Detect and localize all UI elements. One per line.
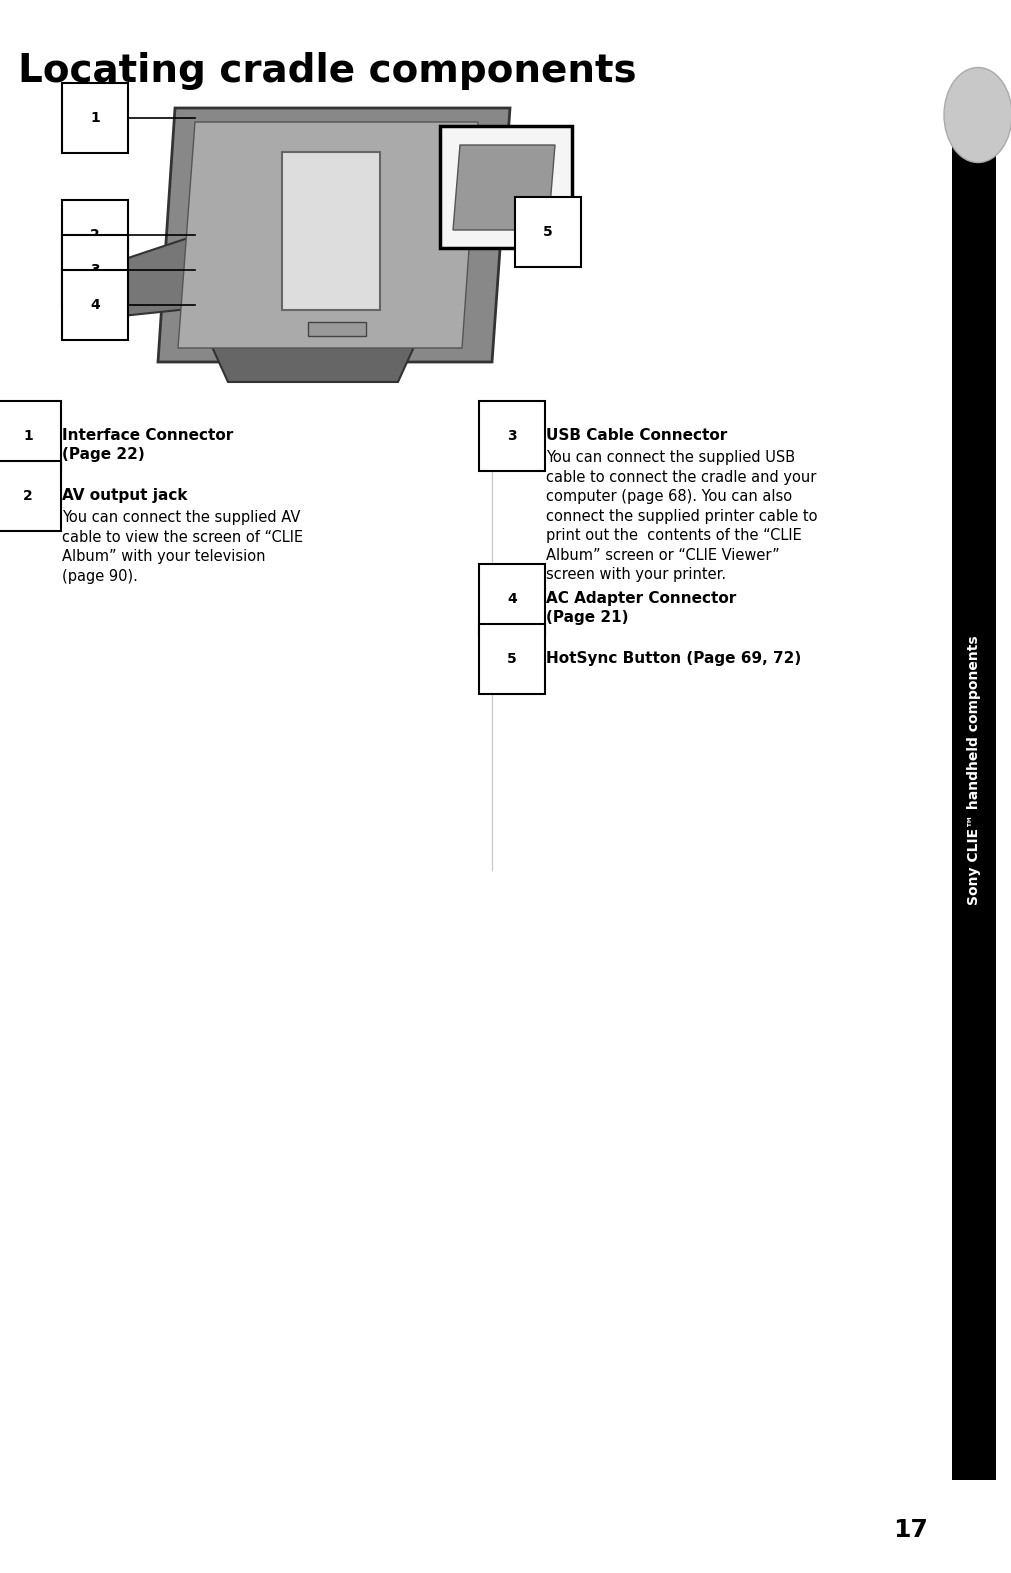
- Polygon shape: [453, 145, 554, 230]
- Text: USB Cable Connector: USB Cable Connector: [546, 428, 727, 444]
- Polygon shape: [208, 338, 418, 382]
- Text: 5: 5: [507, 651, 517, 665]
- FancyBboxPatch shape: [440, 126, 571, 249]
- Bar: [951, 101, 995, 1480]
- Polygon shape: [98, 238, 198, 318]
- Text: HotSync Button (Page 69, 72): HotSync Button (Page 69, 72): [546, 651, 801, 665]
- Text: 17: 17: [893, 1518, 927, 1542]
- Text: Interface Connector
(Page 22): Interface Connector (Page 22): [62, 428, 233, 462]
- Text: Sony CLIE™ handheld components: Sony CLIE™ handheld components: [967, 635, 980, 904]
- Text: 5: 5: [543, 225, 552, 239]
- Text: 1: 1: [23, 429, 32, 444]
- Text: 2: 2: [23, 489, 32, 503]
- Text: 1: 1: [90, 112, 100, 124]
- Polygon shape: [158, 109, 510, 362]
- Text: Locating cradle components: Locating cradle components: [18, 52, 636, 90]
- Text: You can connect the supplied AV
cable to view the screen of “CLIE
Album” with yo: You can connect the supplied AV cable to…: [62, 510, 303, 584]
- Polygon shape: [178, 123, 477, 348]
- Ellipse shape: [943, 68, 1011, 162]
- Text: 2: 2: [90, 228, 100, 242]
- Text: AC Adapter Connector
(Page 21): AC Adapter Connector (Page 21): [546, 591, 736, 624]
- Text: 4: 4: [90, 297, 100, 311]
- Text: 3: 3: [90, 263, 100, 277]
- Text: 3: 3: [507, 429, 517, 444]
- Text: 4: 4: [507, 591, 517, 606]
- Text: AV output jack: AV output jack: [62, 488, 187, 503]
- Text: You can connect the supplied USB
cable to connect the cradle and your
computer (: You can connect the supplied USB cable t…: [546, 450, 817, 582]
- Bar: [282, 153, 379, 310]
- Bar: [307, 322, 366, 337]
